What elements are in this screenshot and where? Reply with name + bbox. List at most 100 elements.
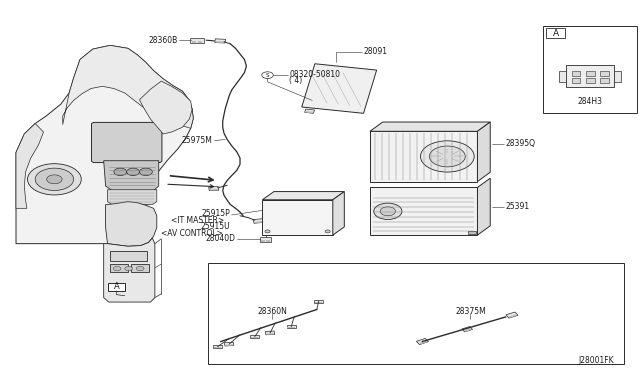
Text: J28001FK: J28001FK <box>579 356 614 365</box>
Bar <box>586 71 595 76</box>
Bar <box>305 111 310 113</box>
Bar <box>108 283 125 291</box>
Polygon shape <box>370 122 490 131</box>
Bar <box>214 189 218 190</box>
Bar <box>559 71 566 82</box>
Text: ( 4): ( 4) <box>289 76 303 85</box>
Bar <box>572 78 580 83</box>
Circle shape <box>374 203 402 219</box>
Bar <box>305 109 314 113</box>
Bar <box>287 325 296 328</box>
Polygon shape <box>16 45 193 244</box>
Polygon shape <box>477 122 490 182</box>
Bar <box>319 302 323 303</box>
Bar <box>419 342 424 344</box>
Bar <box>506 312 518 318</box>
Circle shape <box>380 207 396 216</box>
Circle shape <box>125 266 132 271</box>
Bar <box>509 315 513 318</box>
Text: 25915P: 25915P <box>202 209 230 218</box>
Bar <box>220 41 224 43</box>
Bar <box>255 337 259 339</box>
Polygon shape <box>63 45 193 128</box>
Bar <box>110 264 128 272</box>
Circle shape <box>28 164 81 195</box>
Bar <box>266 333 271 335</box>
Text: A: A <box>114 282 119 291</box>
Circle shape <box>35 168 74 190</box>
Bar <box>253 219 264 223</box>
Circle shape <box>140 168 152 176</box>
Circle shape <box>420 141 474 172</box>
Circle shape <box>136 266 144 271</box>
Bar <box>255 221 259 223</box>
Circle shape <box>127 168 140 176</box>
Bar <box>586 78 595 83</box>
Bar <box>225 344 230 346</box>
Bar <box>251 337 255 339</box>
Bar <box>250 335 259 339</box>
Polygon shape <box>262 192 344 200</box>
Bar <box>215 39 225 43</box>
Bar <box>262 200 333 235</box>
FancyBboxPatch shape <box>92 122 162 163</box>
Text: 28360N: 28360N <box>257 307 287 316</box>
Bar <box>225 342 234 346</box>
Bar <box>370 131 477 182</box>
Text: S: S <box>266 73 269 78</box>
Bar <box>417 339 428 344</box>
Bar <box>287 327 291 328</box>
Bar <box>543 26 637 113</box>
Text: 28375M: 28375M <box>455 307 486 316</box>
Bar <box>260 237 271 242</box>
Bar <box>209 186 219 191</box>
Text: 284H3: 284H3 <box>577 97 603 106</box>
Polygon shape <box>106 202 157 246</box>
Bar <box>190 38 204 43</box>
Bar <box>566 65 614 87</box>
Bar <box>472 232 476 234</box>
Bar <box>301 64 377 113</box>
Bar <box>309 112 313 113</box>
Bar <box>208 263 624 364</box>
Bar <box>259 221 263 223</box>
Bar <box>546 28 565 38</box>
Bar <box>210 189 214 191</box>
Polygon shape <box>140 81 192 134</box>
Bar <box>572 71 580 76</box>
Text: 25975M: 25975M <box>182 136 212 145</box>
Text: <IT MASTER>: <IT MASTER> <box>171 216 224 225</box>
Bar <box>423 341 428 343</box>
Bar <box>261 240 265 242</box>
Bar <box>370 187 477 235</box>
Bar <box>315 302 319 303</box>
Bar <box>193 41 196 43</box>
Bar <box>314 300 323 303</box>
Polygon shape <box>333 192 344 235</box>
Polygon shape <box>104 238 155 302</box>
Text: 25391: 25391 <box>506 202 530 211</box>
Circle shape <box>113 266 121 271</box>
Circle shape <box>114 168 127 176</box>
Bar <box>291 327 295 328</box>
Text: <AV CONTROL>: <AV CONTROL> <box>161 229 223 238</box>
Bar <box>198 41 202 43</box>
Bar <box>468 231 476 234</box>
Circle shape <box>429 146 465 167</box>
Polygon shape <box>104 161 159 190</box>
Text: 25915U: 25915U <box>201 222 230 231</box>
Circle shape <box>47 175 62 184</box>
Bar <box>131 264 149 272</box>
Bar <box>266 331 275 335</box>
Text: 28360B: 28360B <box>148 36 178 45</box>
Circle shape <box>262 72 273 78</box>
Bar <box>270 333 274 335</box>
Bar <box>110 251 147 261</box>
Bar <box>513 314 517 317</box>
Polygon shape <box>16 124 44 208</box>
Text: 28040D: 28040D <box>205 234 236 243</box>
Text: 08320-50810: 08320-50810 <box>289 70 340 79</box>
Bar <box>469 232 473 234</box>
Bar <box>214 347 218 348</box>
Bar <box>467 328 472 331</box>
